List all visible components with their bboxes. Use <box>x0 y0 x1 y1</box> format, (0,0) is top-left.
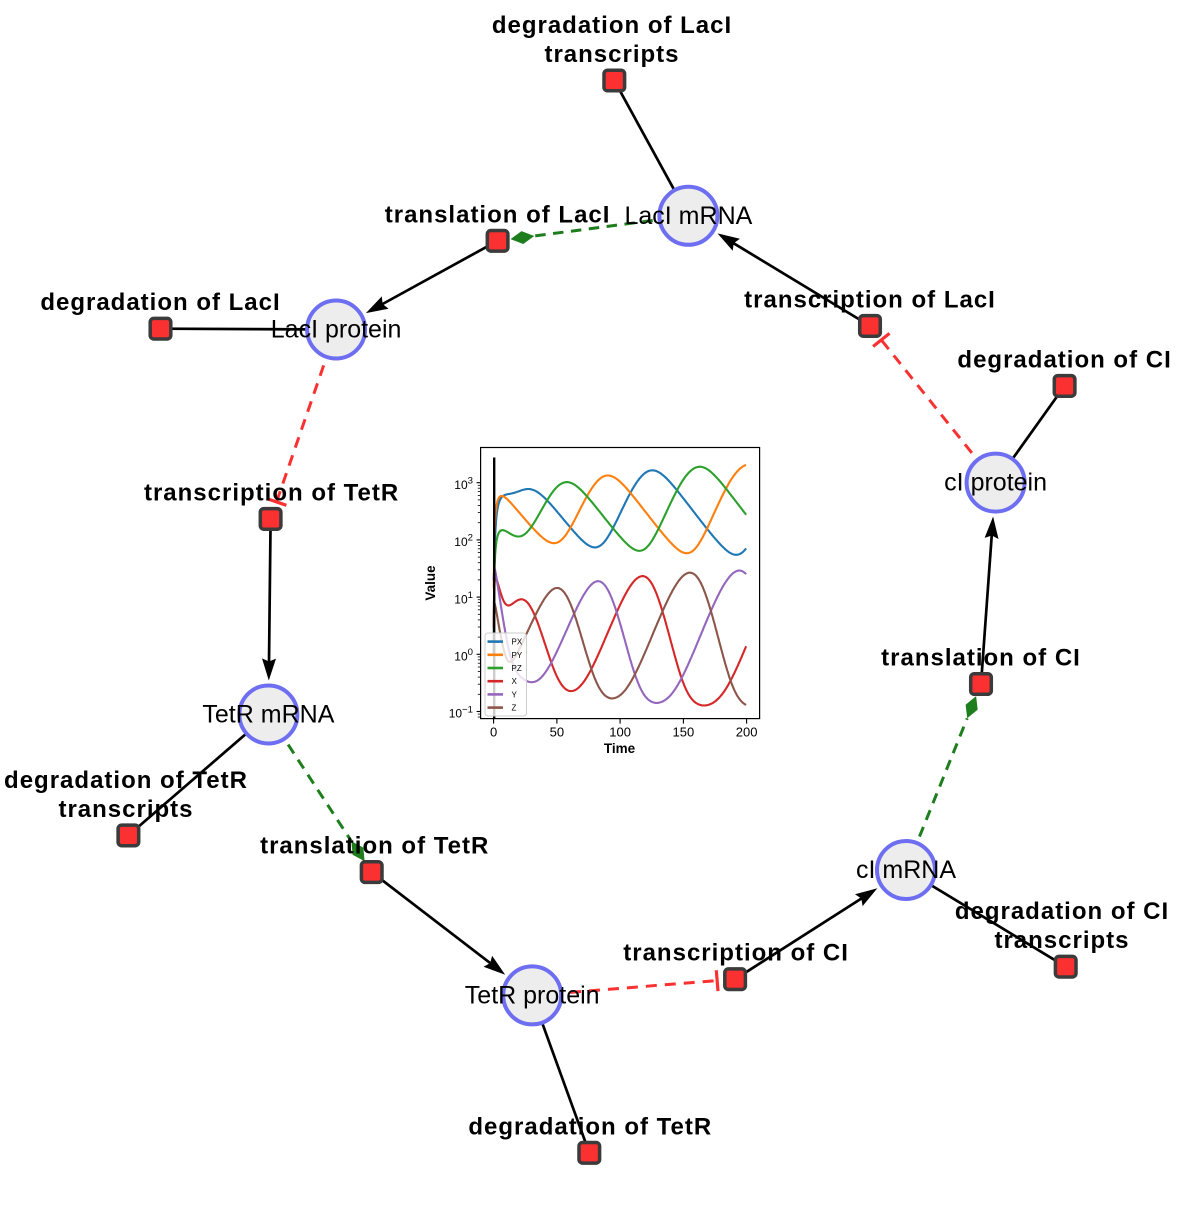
svg-text:150: 150 <box>673 725 695 740</box>
svg-text:Z: Z <box>512 704 517 713</box>
svg-text:X: X <box>512 677 518 686</box>
svg-text:PX: PX <box>512 638 523 647</box>
svg-text:degradation of TetR: degradation of TetR <box>4 767 248 794</box>
svg-text:Time: Time <box>604 741 636 756</box>
svg-text:transcripts: transcripts <box>544 41 679 68</box>
svg-text:cI mRNA: cI mRNA <box>856 856 956 884</box>
svg-text:Value: Value <box>423 565 438 601</box>
svg-text:transcription of LacI: transcription of LacI <box>744 286 996 313</box>
svg-text:TetR mRNA: TetR mRNA <box>202 701 334 729</box>
svg-text:TetR protein: TetR protein <box>465 981 600 1009</box>
svg-text:transcripts: transcripts <box>58 796 193 823</box>
svg-text:degradation of TetR: degradation of TetR <box>468 1113 712 1140</box>
svg-text:translation of LacI: translation of LacI <box>385 201 611 228</box>
svg-text:50: 50 <box>550 725 564 740</box>
svg-text:transcripts: transcripts <box>994 927 1129 954</box>
svg-text:0: 0 <box>490 725 497 740</box>
svg-text:degradation of LacI: degradation of LacI <box>40 289 280 316</box>
svg-text:Y: Y <box>512 690 518 699</box>
svg-text:100: 100 <box>609 725 631 740</box>
svg-text:PY: PY <box>512 651 523 660</box>
svg-text:LacI protein: LacI protein <box>271 316 402 344</box>
svg-text:200: 200 <box>736 725 758 740</box>
svg-text:degradation of CI: degradation of CI <box>955 898 1169 925</box>
svg-text:LacI mRNA: LacI mRNA <box>624 202 752 230</box>
svg-text:transcription of CI: transcription of CI <box>623 940 849 967</box>
svg-text:degradation of CI: degradation of CI <box>957 346 1171 373</box>
svg-text:translation of CI: translation of CI <box>881 645 1081 672</box>
svg-text:PZ: PZ <box>512 664 522 673</box>
svg-text:transcription of TetR: transcription of TetR <box>144 479 399 506</box>
svg-text:translation of TetR: translation of TetR <box>260 833 489 860</box>
svg-text:cI protein: cI protein <box>944 469 1047 497</box>
svg-text:degradation of LacI: degradation of LacI <box>492 12 732 39</box>
